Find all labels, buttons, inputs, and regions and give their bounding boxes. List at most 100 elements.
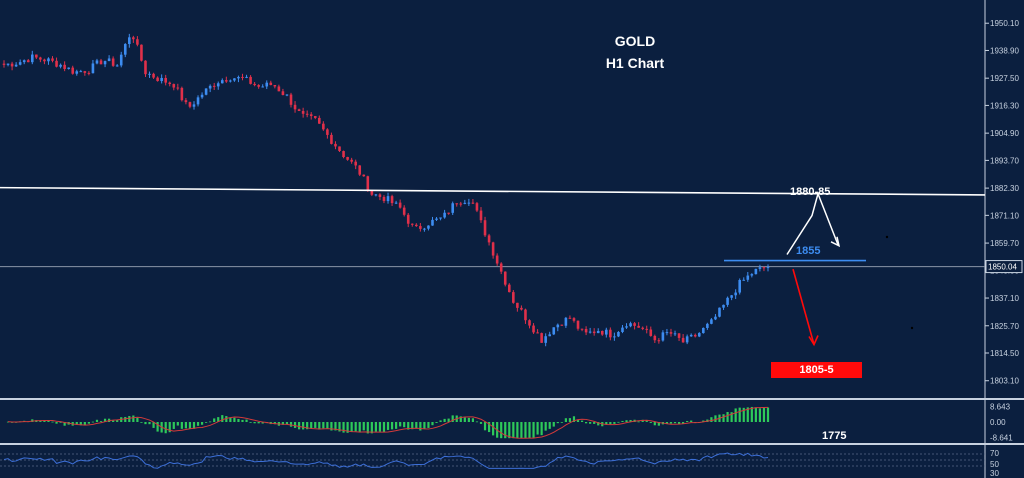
marker-dot <box>885 235 889 239</box>
histogram-bar <box>512 422 515 439</box>
projection-arrowhead-white <box>830 236 841 248</box>
target-box: 1805-5 <box>771 362 862 378</box>
histogram-bar <box>51 421 54 423</box>
histogram-bar <box>467 417 470 422</box>
candle-body <box>204 88 208 95</box>
chart-subtitle: H1 Chart <box>605 55 665 71</box>
histogram-bar <box>188 422 192 429</box>
histogram-bar <box>63 422 66 426</box>
candle-body <box>657 340 661 342</box>
candle-body <box>423 228 426 230</box>
candle-body <box>637 325 640 328</box>
histogram-bar <box>475 421 479 423</box>
candle-body <box>378 194 382 197</box>
histogram-bar <box>156 422 159 432</box>
candle-body <box>742 279 746 281</box>
candle-body <box>152 73 155 78</box>
candle-body <box>289 94 293 105</box>
y-tick-label: 1916.30 <box>990 101 1019 110</box>
candle-body <box>702 327 705 334</box>
histogram-bar <box>584 422 588 424</box>
histogram-bar <box>710 417 713 422</box>
histogram-bar <box>665 422 669 424</box>
candle-body <box>107 58 111 62</box>
histogram-bar <box>79 422 82 426</box>
histogram-bar <box>463 417 466 422</box>
candle-body <box>451 203 454 213</box>
histogram-bar <box>257 422 260 424</box>
candle-body <box>641 327 644 329</box>
projection-path-white <box>786 191 839 255</box>
candle-body <box>592 331 596 334</box>
candle-body <box>184 100 188 103</box>
candle-body <box>83 71 87 73</box>
candle-body <box>665 332 669 334</box>
histogram-bar <box>483 422 487 431</box>
candle-body <box>722 304 725 308</box>
candle-body <box>30 54 34 63</box>
histogram-bar <box>326 422 329 429</box>
candle-body <box>386 196 390 202</box>
histogram-bar <box>322 422 325 429</box>
candle-body <box>51 58 54 61</box>
candle-body <box>463 202 467 204</box>
histogram-bar <box>354 422 357 432</box>
candle-body <box>556 324 560 328</box>
candle-body <box>297 109 301 112</box>
histogram-bar <box>532 422 535 438</box>
candle-body <box>580 328 584 330</box>
candle-body <box>192 104 196 107</box>
candle-body <box>394 202 398 204</box>
candle-body <box>750 274 754 276</box>
histogram-bar <box>39 420 42 422</box>
y-tick-label: 1882.30 <box>990 184 1019 193</box>
histogram-bar <box>213 418 216 422</box>
candle-body <box>318 117 321 124</box>
histogram-bar <box>492 422 495 436</box>
marker-dot <box>910 326 914 330</box>
histogram-bar <box>83 422 86 426</box>
histogram-bar <box>447 418 450 422</box>
candle-body <box>544 336 547 343</box>
candle-body <box>552 327 556 335</box>
histogram-bar <box>758 408 762 422</box>
candle-body <box>346 157 349 160</box>
y-tick-label: 1871.10 <box>990 211 1019 220</box>
candle-body <box>148 73 151 75</box>
histogram-bar <box>374 422 377 432</box>
support-label: 1855 <box>796 245 821 257</box>
histogram-bar <box>702 420 705 422</box>
histogram-bar <box>302 422 305 430</box>
candle-body <box>653 335 657 341</box>
candle-body <box>613 336 616 338</box>
histogram-bar <box>338 422 341 432</box>
histogram-bar <box>205 422 208 423</box>
y-tick-label: 1825.70 <box>990 322 1019 331</box>
candle-body <box>520 307 523 310</box>
histogram-bar <box>47 420 50 422</box>
candle-body <box>261 86 265 88</box>
histogram-bar <box>350 422 353 432</box>
histogram-bar <box>520 422 523 439</box>
rsi-line <box>3 452 769 469</box>
candle-body <box>269 82 273 85</box>
candle-body <box>35 54 38 58</box>
histogram-bar <box>314 422 317 428</box>
candle-body <box>43 59 46 62</box>
histogram-bar <box>378 422 382 432</box>
candle-body <box>540 333 543 343</box>
candle-body <box>621 327 624 332</box>
candle-body <box>576 320 580 329</box>
candle-body <box>459 203 463 205</box>
candle-body <box>681 337 685 343</box>
candle-body <box>548 334 552 337</box>
histogram-bar <box>690 420 693 422</box>
candle-body <box>512 292 515 303</box>
histogram-bar <box>180 422 183 429</box>
candle-body <box>661 332 665 341</box>
histogram-bar <box>168 422 171 433</box>
candle-body <box>160 77 163 82</box>
candle-body <box>419 226 422 229</box>
candle-body <box>714 316 717 320</box>
histogram-bar <box>742 407 745 422</box>
